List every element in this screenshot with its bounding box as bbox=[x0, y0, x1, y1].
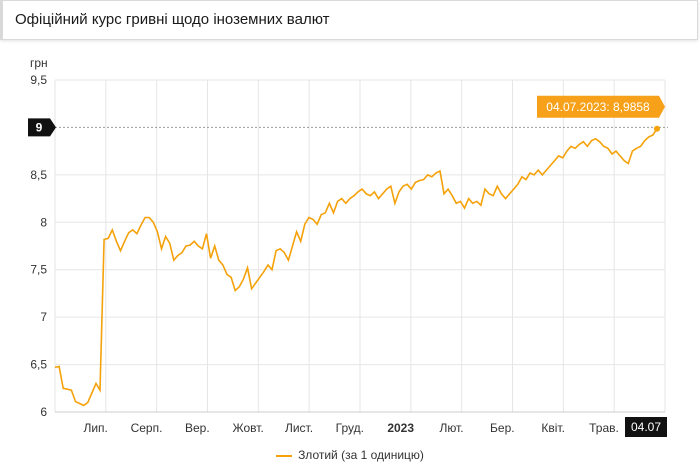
y-axis: 6 6,5 7 7,5 8 8,5 9,5 bbox=[30, 73, 47, 419]
y-crosshair-badge: 9 bbox=[28, 118, 56, 137]
page-title: Офіційний курс гривні щодо іноземних вал… bbox=[15, 11, 330, 28]
x-crosshair-badge: 04.07 bbox=[625, 417, 667, 437]
x-tick-label: Бер. bbox=[490, 421, 515, 435]
x-tick-label: Серп. bbox=[131, 421, 163, 435]
y-tick-label: 8 bbox=[40, 215, 47, 229]
y-crosshair-value: 9 bbox=[36, 120, 43, 134]
tooltip: 04.07.2023: 8,9858 bbox=[537, 95, 665, 118]
x-crosshair-badge-bg bbox=[625, 417, 667, 437]
x-crosshair-value: 04.07 bbox=[631, 420, 661, 434]
y-tick-label: 9,5 bbox=[30, 73, 47, 87]
legend-label: Злотий (за 1 одиницю) bbox=[298, 448, 424, 462]
x-tick-label: Лист. bbox=[285, 421, 313, 435]
x-tick-label: Лип. bbox=[83, 421, 107, 435]
highlight-point bbox=[654, 125, 660, 132]
y-tick-label: 8,5 bbox=[30, 168, 47, 182]
y-tick-label: 6,5 bbox=[30, 358, 47, 372]
tooltip-bg bbox=[537, 95, 665, 118]
x-axis: Лип. Серп. Вер. Жовт. Лист. Груд. 2023 Лют. Бер.… bbox=[83, 421, 618, 435]
y-axis-label: грн bbox=[30, 56, 48, 70]
y-tick-label: 7,5 bbox=[30, 263, 47, 277]
y-tick-label: 7 bbox=[40, 310, 47, 324]
grid bbox=[54, 79, 666, 413]
y-tick-label: 6 bbox=[40, 405, 47, 419]
series-line-zloty[interactable] bbox=[54, 128, 658, 407]
legend-swatch bbox=[276, 454, 293, 457]
x-tick-label: Жовт. bbox=[233, 421, 264, 435]
x-tick-label: Вер. bbox=[185, 421, 210, 435]
y-crosshair-badge-bg bbox=[28, 118, 56, 137]
x-tick-label: Трав. bbox=[589, 421, 619, 435]
legend[interactable]: Злотий (за 1 одиницю) bbox=[0, 448, 700, 462]
page-header: Офіційний курс гривні щодо іноземних вал… bbox=[0, 0, 698, 40]
tooltip-text: 04.07.2023: 8,9858 bbox=[546, 100, 650, 114]
x-tick-label: Лют. bbox=[439, 421, 463, 435]
x-tick-label: Квіт. bbox=[541, 421, 565, 435]
exchange-rate-chart: 6 6,5 7 7,5 8 8,5 9,5 Лип. Серп. Вер. Жовт. Лист. Г… bbox=[28, 56, 668, 437]
x-tick-label: 2023 bbox=[387, 421, 414, 435]
x-tick-label: Груд. bbox=[336, 421, 364, 435]
